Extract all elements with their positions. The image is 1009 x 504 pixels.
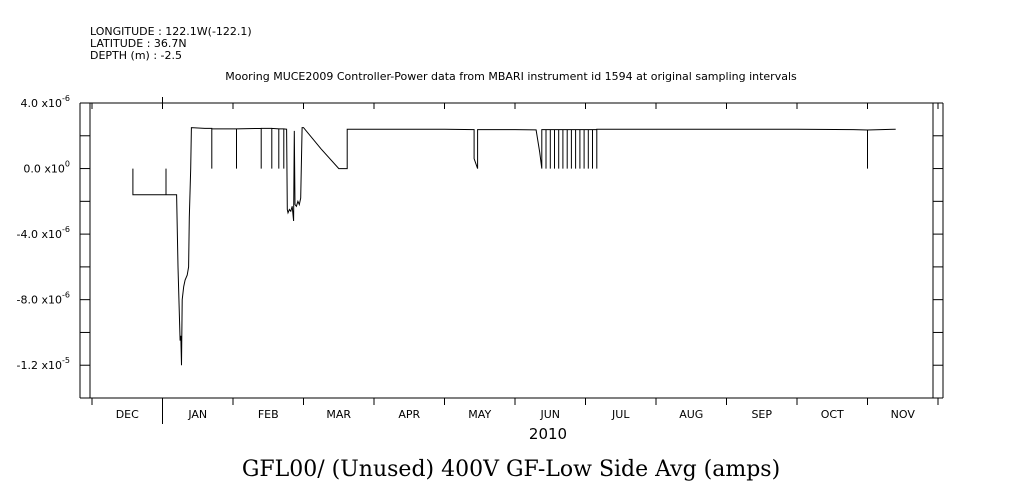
- y-tick-exponent: -6: [62, 94, 70, 103]
- y-tick-label: -4.0 x10-6: [17, 225, 70, 241]
- y-tick-label: -8.0 x10-6: [17, 291, 70, 307]
- y-tick-mantissa: -1.2 x10: [17, 359, 62, 372]
- x-tick-label: OCT: [821, 408, 844, 421]
- x-tick-label: MAR: [326, 408, 351, 421]
- y-tick-mantissa: 0.0 x10: [23, 163, 65, 176]
- x-tick-label: NOV: [891, 408, 916, 421]
- y-axis-ticks: 4.0 x10-60.0 x100-4.0 x10-6-8.0 x10-6-1.…: [17, 94, 943, 399]
- longitude-label: LONGITUDE : 122.1W(-122.1): [90, 25, 252, 38]
- x-tick-label: FEB: [258, 408, 279, 421]
- latitude-label: LATITUDE : 36.7N: [90, 37, 187, 50]
- x-axis-title: 2010: [529, 425, 567, 443]
- x-axis-ticks: DEC JAN FEB MAR APR MAY JUN JUL AUG SEP OCT NOV: [91, 97, 939, 424]
- x-tick-label: JUL: [611, 408, 630, 421]
- y-tick-mantissa: 4.0 x10: [21, 97, 63, 110]
- plot-frame: [89, 102, 934, 399]
- y-tick-mantissa: -8.0 x10: [17, 294, 62, 307]
- x-tick-label: DEC: [116, 408, 139, 421]
- x-tick-label: JAN: [187, 408, 207, 421]
- x-tick-label: JUN: [539, 408, 560, 421]
- x-tick-label: MAY: [468, 408, 491, 421]
- series-line: [132, 127, 896, 366]
- x-tick-label: AUG: [679, 408, 703, 421]
- y-tick-exponent: -6: [62, 225, 70, 234]
- y-tick-exponent: -5: [62, 356, 70, 365]
- y-tick-mantissa: -4.0 x10: [17, 228, 62, 241]
- depth-label: DEPTH (m) : -2.5: [90, 49, 182, 62]
- y-tick-exponent: 0: [65, 160, 70, 169]
- y-tick-label: 0.0 x100: [23, 160, 70, 176]
- y-tick-label: -1.2 x10-5: [17, 356, 70, 372]
- y-tick-exponent: -6: [62, 291, 70, 300]
- x-tick-label: SEP: [751, 408, 772, 421]
- y-tick-label: 4.0 x10-6: [21, 94, 70, 110]
- caption: GFL00/ (Unused) 400V GF-Low Side Avg (am…: [242, 457, 780, 482]
- x-tick-label: APR: [398, 408, 420, 421]
- series-group: [132, 127, 896, 366]
- chart-title: Mooring MUCE2009 Controller-Power data f…: [225, 70, 797, 83]
